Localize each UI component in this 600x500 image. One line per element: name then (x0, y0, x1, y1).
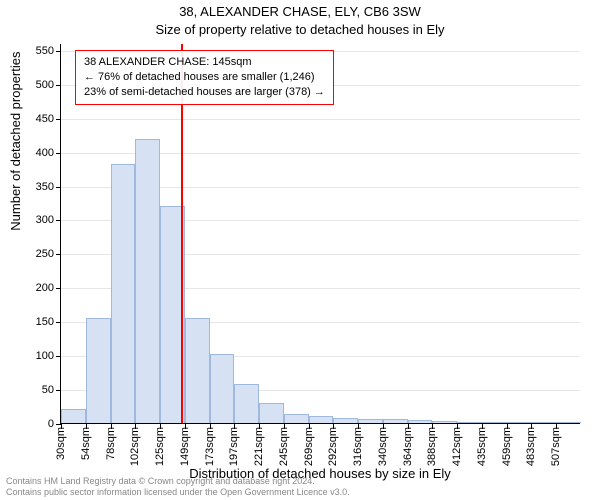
histogram-bar (259, 403, 284, 423)
histogram-bar (135, 139, 160, 423)
xtick-label: 173sqm (204, 427, 216, 466)
histogram-bar (531, 422, 556, 423)
ytick-label: 200 (14, 282, 54, 294)
xtick-label: 340sqm (377, 427, 389, 466)
xtick-label: 102sqm (129, 427, 141, 466)
gridline (61, 119, 580, 120)
xtick-label: 435sqm (476, 427, 488, 466)
xtick-label: 125sqm (154, 427, 166, 466)
xtick-label: 54sqm (80, 427, 92, 460)
ytick-label: 0 (14, 418, 54, 430)
ytick-label: 300 (14, 214, 54, 226)
ytick-label: 50 (14, 384, 54, 396)
histogram-bar (284, 414, 309, 424)
xtick-label: 316sqm (352, 427, 364, 466)
xtick-label: 364sqm (402, 427, 414, 466)
histogram-bar (358, 419, 383, 423)
histogram-bar (556, 422, 581, 423)
xtick-label: 245sqm (278, 427, 290, 466)
histogram-bar (482, 422, 507, 423)
xtick-label: 292sqm (327, 427, 339, 466)
histogram-bar (234, 384, 259, 423)
footer-attribution: Contains HM Land Registry data © Crown c… (6, 476, 350, 498)
histogram-bar (333, 418, 358, 423)
ytick-label: 500 (14, 79, 54, 91)
xtick-label: 78sqm (105, 427, 117, 460)
xtick-label: 149sqm (179, 427, 191, 466)
xtick-label: 221sqm (253, 427, 265, 466)
chart-title-main: 38, ALEXANDER CHASE, ELY, CB6 3SW (0, 4, 600, 19)
ytick-label: 150 (14, 316, 54, 328)
xtick-label: 459sqm (501, 427, 513, 466)
chart-title-sub: Size of property relative to detached ho… (0, 22, 600, 37)
ytick-label: 350 (14, 181, 54, 193)
xtick-label: 30sqm (55, 427, 67, 460)
annotation-box: 38 ALEXANDER CHASE: 145sqm← 76% of detac… (75, 50, 334, 105)
histogram-bar (383, 419, 408, 423)
histogram-bar (86, 318, 111, 423)
ytick-label: 250 (14, 248, 54, 260)
xtick-label: 483sqm (525, 427, 537, 466)
plot-area: 05010015020025030035040045050055030sqm54… (60, 44, 580, 424)
histogram-bar (61, 409, 86, 423)
histogram-bar (309, 416, 334, 423)
histogram-bar (432, 421, 457, 423)
histogram-bar (111, 164, 136, 423)
xtick-label: 197sqm (228, 427, 240, 466)
ytick-label: 450 (14, 113, 54, 125)
xtick-label: 388sqm (426, 427, 438, 466)
ytick-label: 550 (14, 45, 54, 57)
histogram-bar (507, 422, 532, 423)
histogram-bar (457, 422, 482, 423)
xtick-label: 269sqm (303, 427, 315, 466)
ytick-label: 100 (14, 350, 54, 362)
xtick-label: 412sqm (451, 427, 463, 466)
ytick-label: 400 (14, 147, 54, 159)
histogram-bar (210, 354, 235, 423)
histogram-bar (408, 420, 433, 423)
xtick-label: 507sqm (550, 427, 562, 466)
histogram-bar (185, 318, 210, 423)
